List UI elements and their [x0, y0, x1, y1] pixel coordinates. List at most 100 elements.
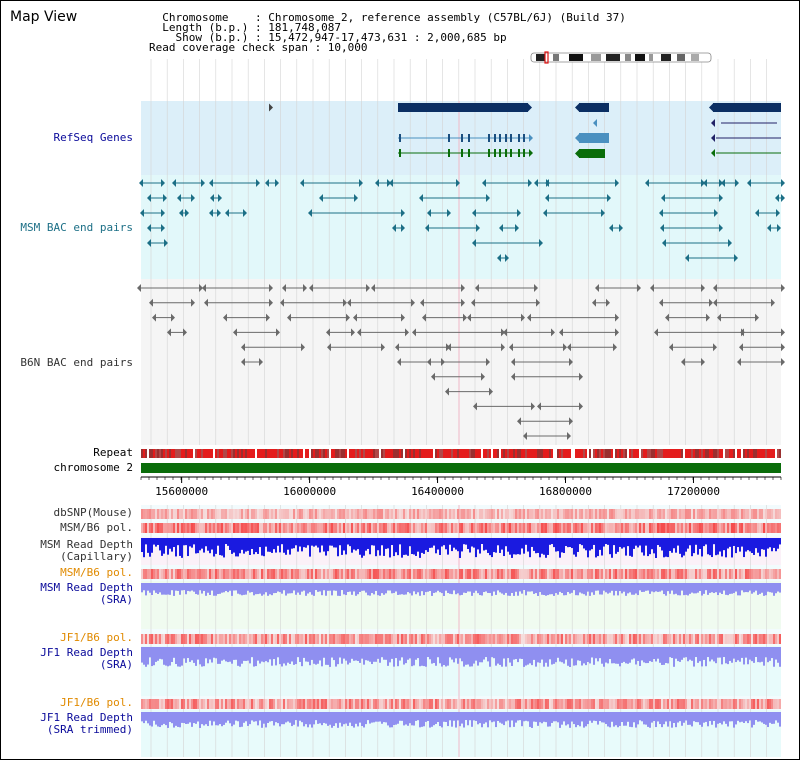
b6n-bac-pair-end	[713, 343, 717, 352]
msm-pol-sra-heat-cell	[747, 569, 749, 579]
track-label-jf1-pol-trimmed[interactable]: JF1/B6 pol.	[60, 696, 133, 709]
msm-pol-heat-cell	[191, 523, 193, 533]
track-label-b6n-bac[interactable]: B6N BAC end pairs	[20, 356, 133, 369]
msm-sra-depth-bar	[711, 583, 713, 593]
track-label-msm-depth-capillary[interactable]: MSM Read Depth	[40, 538, 133, 551]
jf1-sra-depth-bar	[703, 647, 705, 660]
msm-pol-sra-heat-cell	[597, 569, 599, 579]
track-label-msm-bac[interactable]: MSM BAC end pairs	[20, 221, 133, 234]
b6n-bac-pair-end	[183, 328, 187, 337]
jf1-trim-depth-bar	[633, 712, 635, 723]
msm-pol-sra-heat-cell	[247, 569, 249, 579]
jf1-sra-depth-bar	[657, 647, 659, 659]
jf1-sra-depth-bar	[531, 647, 533, 666]
jf1-pol-trim-heat-cell	[253, 699, 255, 709]
jf1-pol-trim-heat-cell	[437, 699, 439, 709]
jf1-pol-heat-cell	[445, 634, 447, 644]
repeat-segment	[391, 449, 393, 458]
jf1-pol-trim-heat-cell	[277, 699, 279, 709]
jf1-pol-trim-heat-cell	[747, 699, 749, 709]
msm-sra-depth-bar	[403, 583, 405, 595]
repeat-segment	[233, 449, 235, 458]
jf1-trim-depth-bar	[423, 712, 425, 727]
b6n-bac-pair-end	[280, 298, 284, 307]
dbsnp-heat-cell	[471, 509, 473, 519]
msm-pol-sra-heat-cell	[249, 569, 251, 579]
repeat-segment	[535, 449, 537, 458]
msm-capillary-depth-bar	[553, 538, 555, 548]
jf1-trim-depth-bar	[417, 712, 419, 721]
msm-capillary-depth-bar	[743, 538, 745, 558]
repeat-segment	[259, 449, 261, 458]
jf1-pol-trim-heat-cell	[237, 699, 239, 709]
msm-sra-depth-bar	[223, 583, 225, 593]
track-label-jf1-pol[interactable]: JF1/B6 pol.	[60, 631, 133, 644]
dbsnp-heat-cell	[701, 509, 703, 519]
msm-pol-sra-heat-cell	[725, 569, 727, 579]
dbsnp-heat-cell	[585, 509, 587, 519]
jf1-pol-heat-cell	[659, 634, 661, 644]
jf1-trim-depth-bar	[465, 712, 467, 721]
dbsnp-heat-cell	[717, 509, 719, 519]
repeat-segment	[565, 449, 567, 458]
jf1-pol-trim-heat-cell	[513, 699, 515, 709]
msm-capillary-depth-bar	[207, 538, 209, 551]
msm-pol-heat-cell	[579, 523, 581, 533]
jf1-pol-heat-cell	[749, 634, 751, 644]
repeat-segment	[153, 449, 155, 458]
jf1-pol-trim-heat-cell	[415, 699, 417, 709]
track-label-refseq-genes[interactable]: RefSeq Genes	[53, 131, 133, 144]
msm-bac-pair-end	[505, 254, 509, 262]
track-label-dbsnp[interactable]: dbSNP(Mouse)	[53, 506, 133, 519]
jf1-trim-depth-bar	[389, 712, 391, 728]
repeat-segment	[227, 449, 229, 458]
track-label-jf1-depth-trimmed[interactable]: JF1 Read Depth	[40, 711, 133, 724]
msm-pol-heat-cell	[495, 523, 497, 533]
track-label-msm-pol[interactable]: MSM/B6 pol.	[60, 521, 133, 534]
msm-capillary-depth-bar	[397, 538, 399, 556]
msm-pol-sra-heat-cell	[537, 569, 539, 579]
jf1-trim-depth-bar	[771, 712, 773, 724]
msm-sra-depth-bar	[429, 583, 431, 591]
track-label-jf1-depth-sra[interactable]: JF1 Read Depth	[40, 646, 133, 659]
jf1-pol-trim-heat-cell	[413, 699, 415, 709]
jf1-pol-trim-heat-cell	[761, 699, 763, 709]
dbsnp-heat-cell	[329, 509, 331, 519]
repeat-segment	[689, 449, 691, 458]
track-label-msm-depth-sra[interactable]: MSM Read Depth	[40, 581, 133, 594]
jf1-trim-depth-bar	[271, 712, 273, 722]
msm-pol-sra-heat-cell	[401, 569, 403, 579]
dbsnp-heat-cell	[515, 509, 517, 519]
jf1-pol-heat-cell	[503, 634, 505, 644]
jf1-trim-depth-bar	[431, 712, 433, 727]
jf1-trim-depth-bar	[719, 712, 721, 723]
track-label-msm-pol-sra[interactable]: MSM/B6 pol.	[60, 566, 133, 579]
jf1-pol-trim-heat-cell	[163, 699, 165, 709]
dbsnp-heat-cell	[415, 509, 417, 519]
msm-pol-sra-heat-cell	[439, 569, 441, 579]
jf1-pol-trim-heat-cell	[655, 699, 657, 709]
jf1-trim-depth-bar	[751, 712, 753, 728]
msm-pol-heat-cell	[265, 523, 267, 533]
msm-pol-sra-heat-cell	[639, 569, 641, 579]
msm-pol-sra-heat-cell	[349, 569, 351, 579]
msm-pol-heat-cell	[251, 523, 253, 533]
jf1-pol-heat-cell	[297, 634, 299, 644]
jf1-trim-depth-bar	[443, 712, 445, 722]
jf1-pol-trim-heat-cell	[759, 699, 761, 709]
msm-pol-sra-heat-cell	[225, 569, 227, 579]
jf1-trim-depth-bar	[169, 712, 171, 722]
jf1-pol-heat-cell	[585, 634, 587, 644]
jf1-pol-trim-heat-cell	[559, 699, 561, 709]
msm-pol-heat-cell	[301, 523, 303, 533]
b6n-bac-pair-end	[445, 387, 449, 396]
jf1-sra-depth-bar	[239, 647, 241, 667]
dbsnp-heat-cell	[655, 509, 657, 519]
repeat-segment	[657, 449, 659, 458]
msm-pol-sra-heat-cell	[253, 569, 255, 579]
msm-capillary-depth-bar	[455, 538, 457, 550]
ideogram-band	[569, 54, 583, 61]
jf1-sra-depth-bar	[563, 647, 565, 664]
msm-capillary-depth-bar	[747, 538, 749, 551]
